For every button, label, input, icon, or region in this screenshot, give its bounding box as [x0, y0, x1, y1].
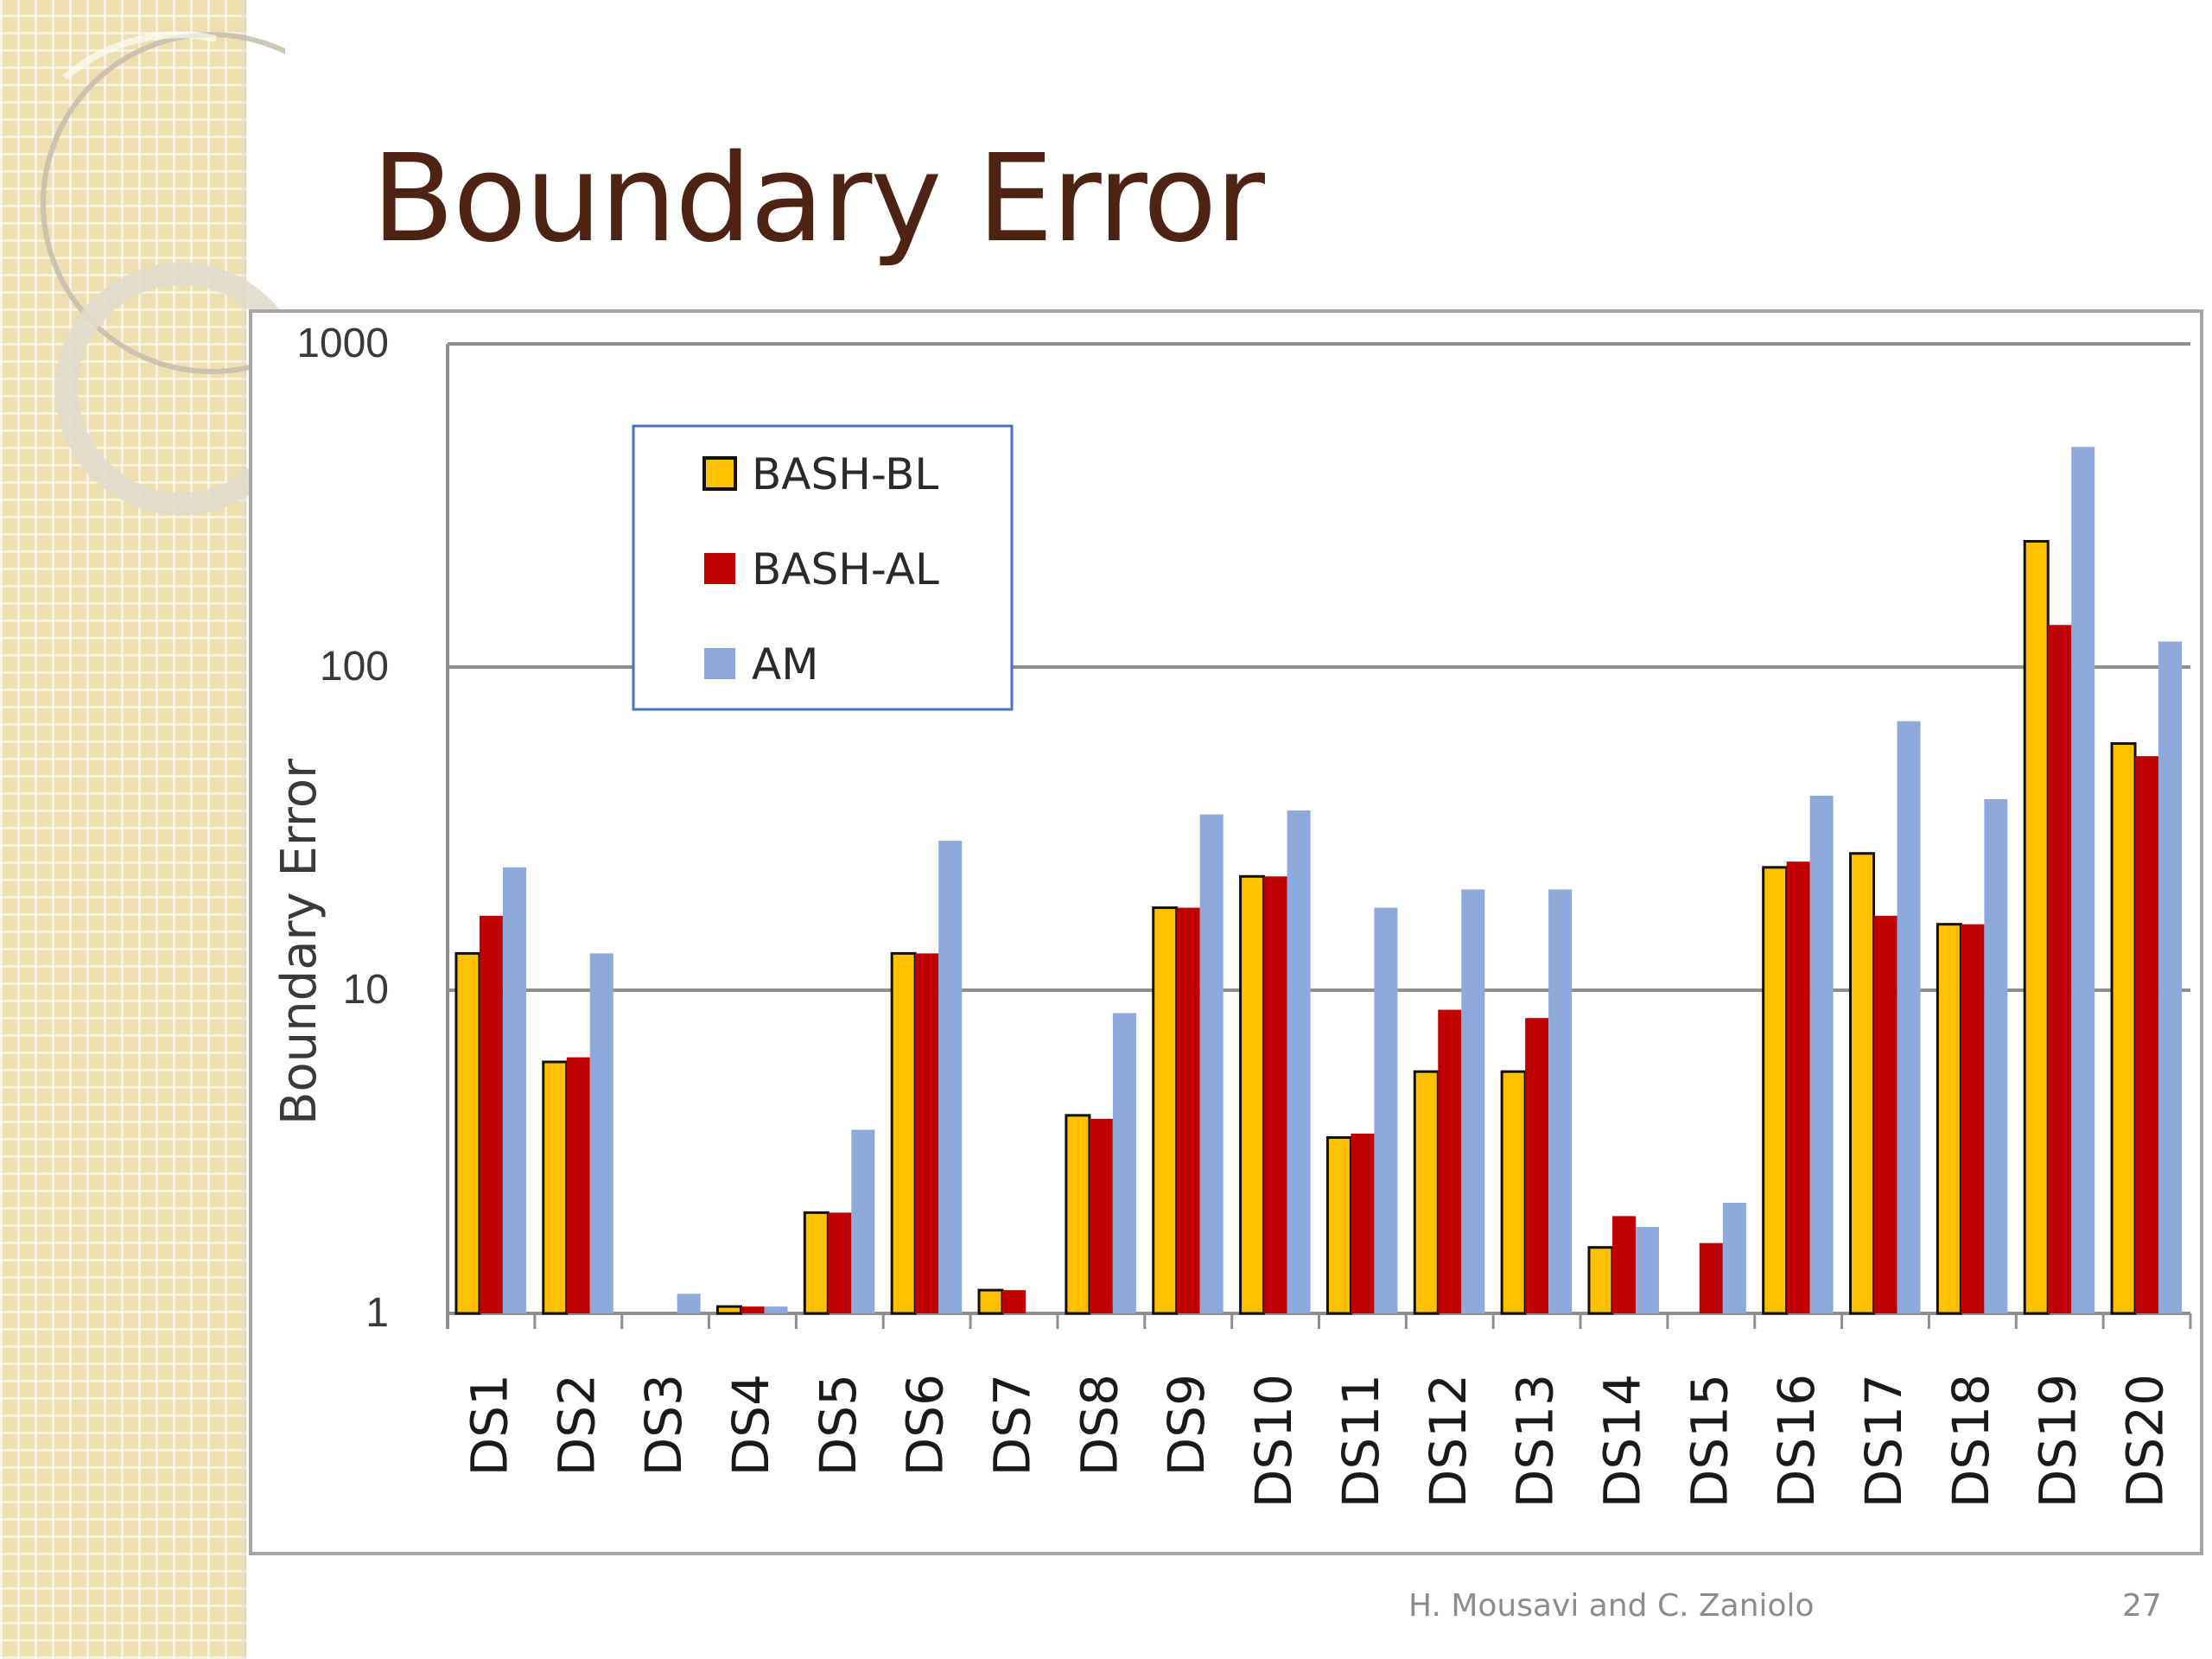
- legend-swatch-bash-al: [704, 553, 735, 584]
- bar-am-ds8: [1112, 1013, 1136, 1313]
- bar-am-ds15: [1722, 1202, 1746, 1313]
- category-label: DS9: [1157, 1374, 1216, 1476]
- category-label: DS20: [2116, 1374, 2175, 1508]
- category-label: DS12: [1419, 1374, 1478, 1508]
- bar-bash-al-ds2: [566, 1057, 590, 1313]
- bar-am-ds14: [1635, 1227, 1659, 1313]
- slide-title: Boundary Error: [372, 129, 1265, 270]
- y-tick-label: 10: [343, 967, 389, 1013]
- bar-bash-al-ds18: [1961, 924, 1985, 1313]
- bar-am-ds11: [1374, 907, 1398, 1313]
- bar-bash-al-ds6: [915, 953, 939, 1313]
- category-label: DS6: [896, 1374, 955, 1476]
- bar-bash-al-ds1: [479, 915, 503, 1313]
- bar-bash-al-ds13: [1525, 1018, 1549, 1313]
- category-label: DS11: [1332, 1374, 1390, 1508]
- bar-bash-al-ds10: [1263, 876, 1287, 1313]
- bar-am-ds4: [764, 1306, 788, 1313]
- page-number: 27: [2122, 1588, 2162, 1624]
- bar-bash-al-ds5: [828, 1212, 852, 1313]
- y-tick-label: 1000: [296, 321, 389, 366]
- bar-bash-bl-ds4: [715, 1305, 742, 1315]
- category-label: DS18: [1942, 1374, 2000, 1508]
- bar-bash-al-ds8: [1089, 1118, 1113, 1313]
- bar-am-ds3: [677, 1294, 701, 1313]
- bar-bash-bl-ds2: [542, 1060, 569, 1315]
- footer-credit: H. Mousavi and C. Zaniolo: [1408, 1588, 1815, 1624]
- decorative-rings: [41, 31, 285, 515]
- bar-bash-bl-ds13: [1500, 1070, 1527, 1315]
- bar-bash-al-ds17: [1873, 915, 1897, 1313]
- category-label: DS19: [2029, 1374, 2088, 1508]
- category-label: DS13: [1506, 1374, 1565, 1508]
- bar-bash-al-ds12: [1438, 1009, 1462, 1313]
- category-label: DS15: [1680, 1374, 1738, 1508]
- bar-bash-bl-ds14: [1587, 1246, 1614, 1315]
- bar-bash-al-ds7: [1002, 1290, 1027, 1313]
- legend-swatch-am: [704, 648, 735, 679]
- bar-bash-bl-ds20: [2110, 741, 2137, 1315]
- bar-bash-al-ds16: [1786, 861, 1810, 1313]
- category-label: DS2: [547, 1374, 606, 1476]
- bar-bash-al-ds9: [1176, 907, 1200, 1313]
- bar-bash-al-ds15: [1699, 1243, 1723, 1313]
- bar-am-ds6: [938, 841, 963, 1313]
- bar-am-ds16: [1809, 795, 1834, 1313]
- bar-am-ds1: [502, 867, 526, 1313]
- bar-bash-bl-ds5: [803, 1211, 830, 1315]
- category-label: DS17: [1854, 1374, 1913, 1508]
- category-label: DS7: [983, 1374, 1042, 1476]
- bar-bash-bl-ds16: [1762, 866, 1789, 1315]
- bar-am-ds9: [1199, 814, 1224, 1313]
- bar-am-ds10: [1287, 810, 1311, 1313]
- bar-bash-bl-ds17: [1849, 852, 1876, 1315]
- bar-bash-bl-ds1: [454, 951, 481, 1315]
- y-tick-label: 100: [320, 644, 389, 690]
- bar-am-ds12: [1461, 889, 1485, 1313]
- bar-bash-bl-ds8: [1065, 1114, 1091, 1315]
- legend-label: AM: [752, 639, 818, 690]
- bar-bash-al-ds14: [1611, 1216, 1636, 1313]
- bar-bash-al-ds20: [2135, 756, 2159, 1313]
- category-label: DS5: [809, 1374, 868, 1476]
- bar-bash-bl-ds6: [890, 951, 917, 1315]
- legend-label: BASH-BL: [752, 449, 938, 499]
- legend-box: [632, 424, 1014, 711]
- bar-am-ds18: [1984, 798, 2008, 1313]
- bar-bash-bl-ds10: [1239, 874, 1266, 1315]
- category-label: DS14: [1592, 1374, 1651, 1508]
- bar-bash-bl-ds18: [1936, 923, 1962, 1315]
- category-label: DS8: [1070, 1374, 1128, 1476]
- bar-bash-bl-ds9: [1152, 906, 1179, 1315]
- sidebar-shadow: [242, 0, 249, 1659]
- bar-am-ds17: [1897, 721, 1921, 1313]
- legend-swatch-bash-bl: [702, 456, 737, 491]
- bar-bash-bl-ds19: [2023, 539, 2050, 1315]
- category-label: DS4: [721, 1374, 780, 1476]
- bar-bash-al-ds11: [1351, 1133, 1375, 1313]
- legend-label: BASH-AL: [752, 544, 939, 594]
- bar-am-ds13: [1548, 889, 1573, 1313]
- category-label: DS16: [1767, 1374, 1826, 1508]
- y-axis-title: Boundary Error: [271, 758, 327, 1125]
- bar-am-ds2: [589, 953, 613, 1313]
- bar-am-ds19: [2071, 447, 2095, 1313]
- bar-bash-bl-ds12: [1413, 1070, 1440, 1315]
- bar-bash-bl-ds7: [977, 1288, 1004, 1315]
- bar-am-ds5: [851, 1129, 875, 1313]
- bar-bash-al-ds4: [741, 1306, 765, 1313]
- bar-am-ds20: [2158, 641, 2183, 1313]
- category-label: DS3: [634, 1374, 693, 1476]
- bar-bash-al-ds19: [2048, 625, 2072, 1313]
- bar-bash-bl-ds11: [1325, 1136, 1352, 1315]
- category-label: DS1: [460, 1374, 518, 1476]
- category-label: DS10: [1244, 1374, 1303, 1508]
- y-tick-label: 1: [365, 1290, 389, 1336]
